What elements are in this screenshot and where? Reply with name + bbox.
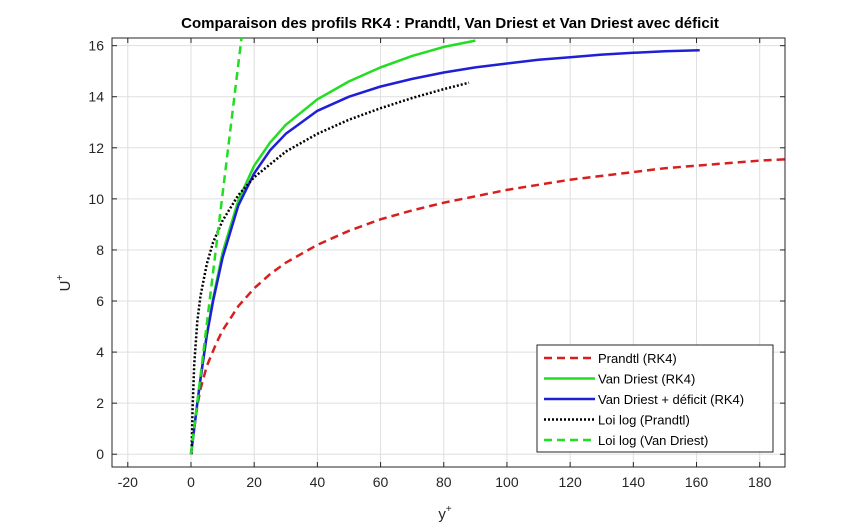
x-tick-label: 160: [685, 474, 709, 490]
series-line-5: [189, 38, 243, 455]
series-line-4: [190, 81, 470, 455]
y-tick-label: 0: [96, 446, 104, 462]
y-axis-title: U+: [55, 275, 74, 292]
y-axis-title-superscript: +: [55, 275, 66, 281]
legend-label-5: Loi log (Van Driest): [598, 433, 708, 448]
x-tick-label: -20: [118, 474, 138, 490]
x-tick-label: 180: [748, 474, 772, 490]
x-axis-title: y+: [438, 504, 452, 523]
x-tick-label: 60: [373, 474, 389, 490]
ticks: -20 0 20 40 60 80 100 120 140 160 180 0 2 4 6 8 10 12 14 16: [88, 38, 785, 490]
y-tick-label: 16: [88, 38, 104, 54]
x-tick-label: 40: [310, 474, 326, 490]
x-axis-title-superscript: +: [446, 504, 452, 515]
legend-label-3: Van Driest + déficit (RK4): [598, 392, 744, 407]
y-tick-label: 10: [88, 191, 104, 207]
legend: Prandtl (RK4) Van Driest (RK4) Van Driest …: [536, 344, 774, 453]
x-tick-label: 80: [436, 474, 452, 490]
legend-label-1: Prandtl (RK4): [598, 351, 677, 366]
axes-box: [111, 37, 786, 468]
series-group: [189, 38, 785, 455]
y-tick-label: 6: [96, 293, 104, 309]
x-tick-label: 0: [187, 474, 195, 490]
chart-title: Comparaison des profils RK4 : Prandtl, V…: [181, 15, 719, 32]
series-line-1: [189, 158, 785, 455]
y-tick-label: 4: [96, 344, 104, 360]
y-tick-label: 12: [88, 140, 104, 156]
legend-label-4: Loi log (Prandtl): [598, 413, 690, 428]
x-tick-label: 20: [246, 474, 262, 490]
x-tick-label: 100: [495, 474, 519, 490]
y-tick-label: 8: [96, 242, 104, 258]
x-tick-label: 140: [622, 474, 646, 490]
y-tick-label: 14: [88, 89, 104, 105]
series-line-3: [189, 49, 700, 455]
y-tick-label: 2: [96, 395, 104, 411]
legend-label-2: Van Driest (RK4): [598, 372, 695, 387]
x-tick-label: 120: [558, 474, 582, 490]
